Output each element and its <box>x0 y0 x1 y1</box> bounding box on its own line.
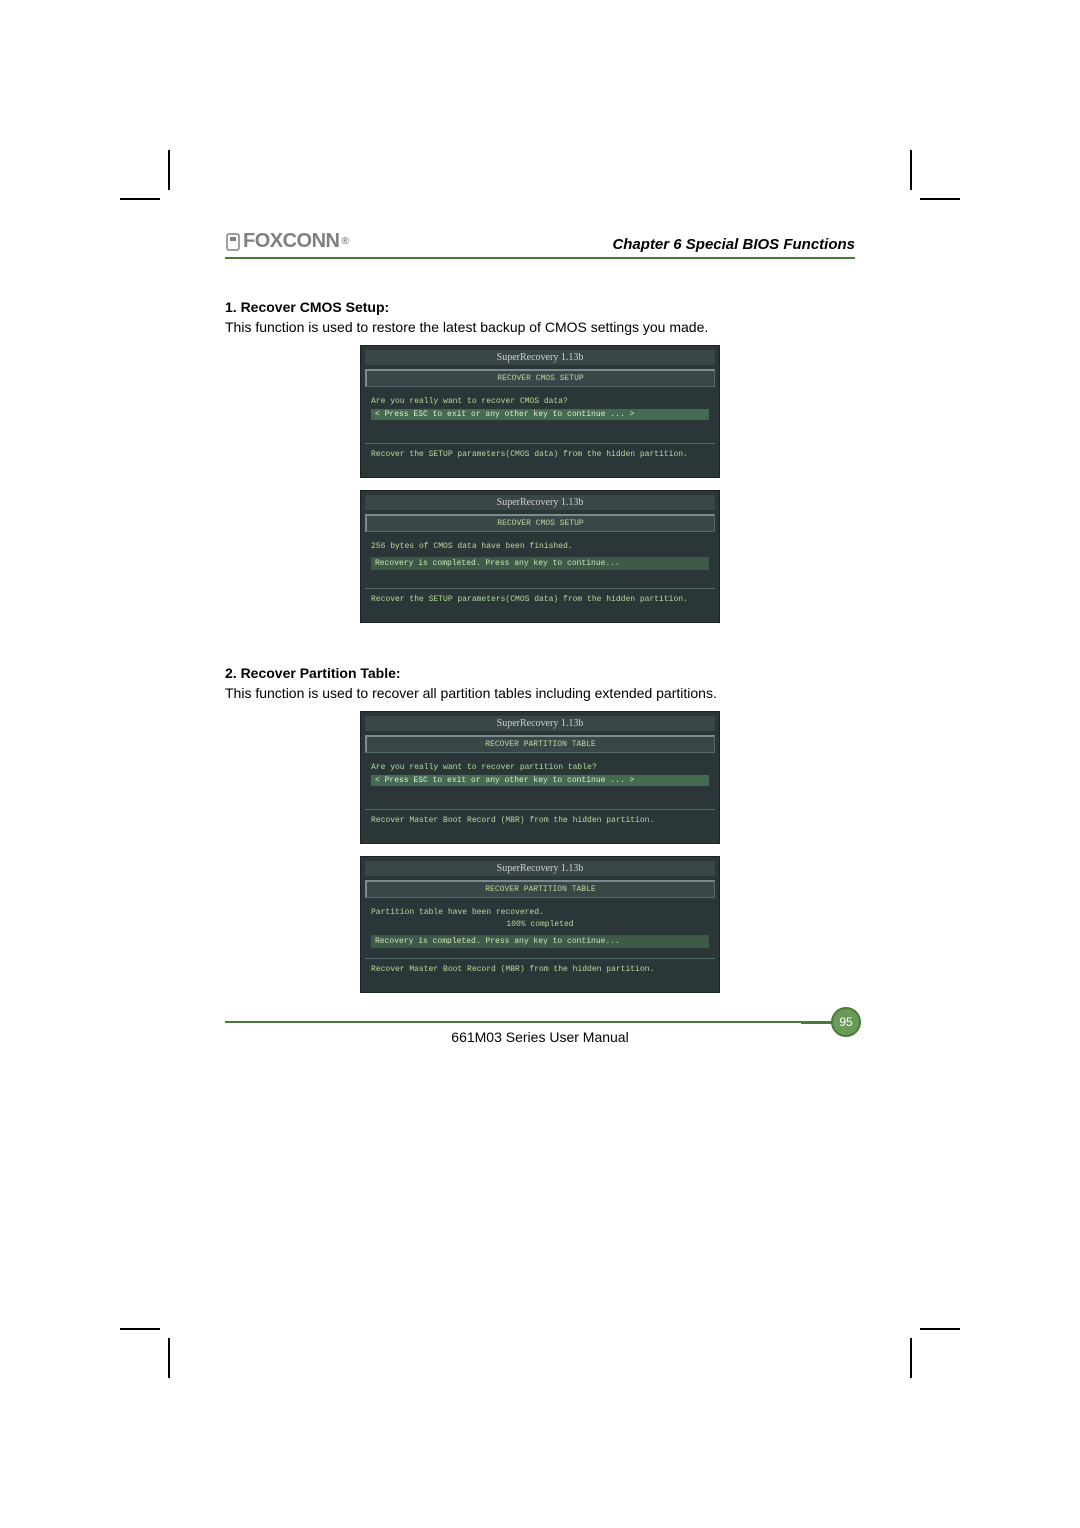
bios-pct: 100% completed <box>371 920 709 929</box>
crop-mark <box>910 1328 950 1368</box>
page-content: FOXCONN® Chapter 6 Special BIOS Function… <box>225 230 855 1045</box>
bios-screenshot-2b: SuperRecovery 1.13b RECOVER PARTITION TA… <box>360 856 720 993</box>
bios-subhead: RECOVER PARTITION TABLE <box>365 880 715 898</box>
bios-app-title: SuperRecovery 1.13b <box>365 861 715 876</box>
bios-footer: Recover Master Boot Record (MBR) from th… <box>365 958 715 988</box>
bios-body: Are you really want to recover CMOS data… <box>365 395 715 443</box>
bios-complete: Recovery is completed. Press any key to … <box>371 557 709 570</box>
bios-body: Are you really want to recover partition… <box>365 761 715 809</box>
bios-prompt: < Press ESC to exit or any other key to … <box>371 409 709 420</box>
page-footer: 95 661M03 Series User Manual <box>225 1021 855 1045</box>
page-header: FOXCONN® Chapter 6 Special BIOS Function… <box>225 230 855 259</box>
crop-mark <box>130 160 170 200</box>
bios-subhead: RECOVER CMOS SETUP <box>365 514 715 532</box>
section-2-title: 2. Recover Partition Table: <box>225 665 855 681</box>
bios-app-title: SuperRecovery 1.13b <box>365 350 715 365</box>
bios-footer: Recover the SETUP parameters(CMOS data) … <box>365 588 715 618</box>
crop-mark <box>130 1328 170 1368</box>
logo-icon <box>225 233 241 251</box>
bios-screenshot-1a: SuperRecovery 1.13b RECOVER CMOS SETUP A… <box>360 345 720 478</box>
chapter-title: Chapter 6 Special BIOS Functions <box>612 236 855 253</box>
bios-question: Are you really want to recover CMOS data… <box>371 397 709 406</box>
bios-msg: Partition table have been recovered. <box>371 908 709 917</box>
crop-mark <box>910 160 950 200</box>
bios-question: Are you really want to recover partition… <box>371 763 709 772</box>
registered-mark: ® <box>342 236 349 247</box>
manual-title: 661M03 Series User Manual <box>225 1027 855 1045</box>
page-number-badge: 95 <box>831 1007 861 1037</box>
brand-text: FOXCONN <box>243 230 340 253</box>
section-1-desc: This function is used to restore the lat… <box>225 319 855 335</box>
bios-footer: Recover Master Boot Record (MBR) from th… <box>365 809 715 839</box>
bios-body: Partition table have been recovered. 100… <box>365 906 715 958</box>
bios-msg: 256 bytes of CMOS data have been finishe… <box>371 542 709 551</box>
bios-screenshot-1b: SuperRecovery 1.13b RECOVER CMOS SETUP 2… <box>360 490 720 623</box>
bios-footer: Recover the SETUP parameters(CMOS data) … <box>365 443 715 473</box>
bios-screenshot-2a: SuperRecovery 1.13b RECOVER PARTITION TA… <box>360 711 720 844</box>
bios-prompt: < Press ESC to exit or any other key to … <box>371 775 709 786</box>
bios-app-title: SuperRecovery 1.13b <box>365 495 715 510</box>
bios-subhead: RECOVER CMOS SETUP <box>365 369 715 387</box>
section-1-title: 1. Recover CMOS Setup: <box>225 299 855 315</box>
bios-subhead: RECOVER PARTITION TABLE <box>365 735 715 753</box>
bios-body: 256 bytes of CMOS data have been finishe… <box>365 540 715 588</box>
bios-complete: Recovery is completed. Press any key to … <box>371 935 709 948</box>
bios-app-title: SuperRecovery 1.13b <box>365 716 715 731</box>
brand-logo: FOXCONN® <box>225 230 348 253</box>
section-2-desc: This function is used to recover all par… <box>225 685 855 701</box>
